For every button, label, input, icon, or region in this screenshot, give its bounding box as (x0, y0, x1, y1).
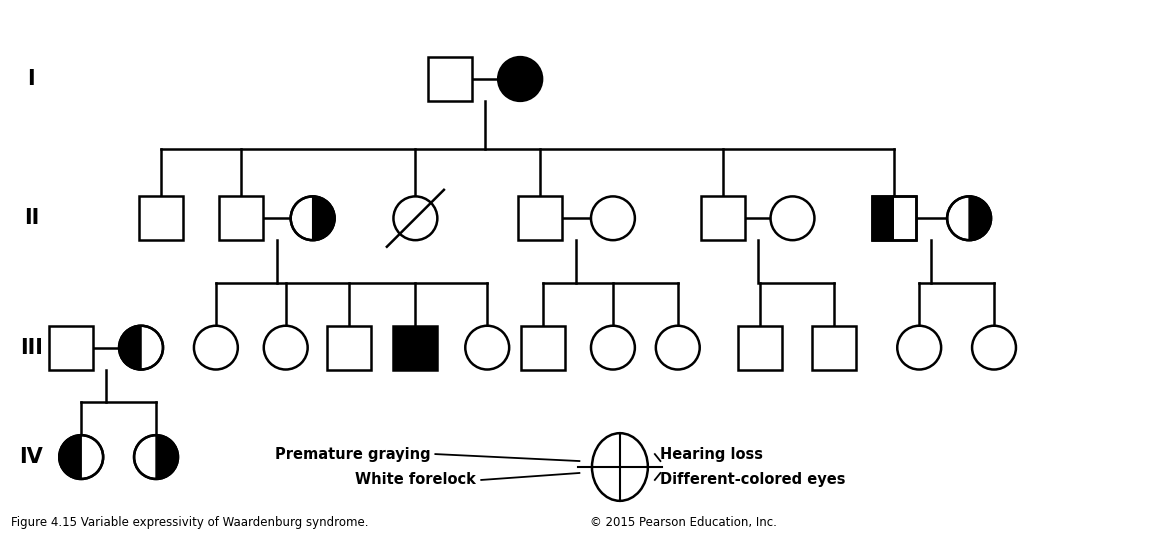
Text: III: III (20, 338, 43, 358)
Circle shape (194, 326, 238, 369)
Bar (872, 196, 916, 240)
Text: IV: IV (20, 447, 43, 467)
Circle shape (264, 326, 308, 369)
Wedge shape (59, 435, 82, 479)
Text: White forelock: White forelock (356, 472, 476, 488)
Bar (326, 326, 371, 369)
Circle shape (498, 57, 542, 101)
Bar (393, 326, 437, 369)
Text: I: I (28, 69, 35, 89)
Bar (219, 196, 262, 240)
Circle shape (972, 326, 1016, 369)
Circle shape (655, 326, 700, 369)
Wedge shape (969, 196, 991, 240)
Circle shape (947, 196, 991, 240)
Bar (139, 196, 183, 240)
Circle shape (290, 196, 335, 240)
Text: Hearing loss: Hearing loss (660, 447, 763, 461)
Circle shape (771, 196, 814, 240)
Bar (49, 326, 93, 369)
Text: © 2015 Pearson Education, Inc.: © 2015 Pearson Education, Inc. (590, 516, 777, 529)
Circle shape (393, 196, 437, 240)
Circle shape (465, 326, 510, 369)
Bar (521, 326, 566, 369)
Circle shape (119, 326, 163, 369)
Wedge shape (156, 435, 178, 479)
Bar (428, 57, 472, 101)
Bar (701, 196, 745, 240)
Circle shape (134, 435, 178, 479)
Bar (518, 196, 562, 240)
Circle shape (591, 196, 634, 240)
Text: Figure 4.15 Variable expressivity of Waardenburg syndrome.: Figure 4.15 Variable expressivity of Waa… (12, 516, 368, 529)
Bar (738, 326, 781, 369)
Circle shape (591, 326, 634, 369)
Bar (872, 196, 916, 240)
Circle shape (59, 435, 103, 479)
Bar (813, 326, 856, 369)
Bar (872, 196, 894, 240)
Wedge shape (312, 196, 335, 240)
Text: II: II (23, 208, 38, 229)
Circle shape (898, 326, 941, 369)
Text: Different-colored eyes: Different-colored eyes (660, 472, 845, 488)
Text: Premature graying: Premature graying (275, 447, 430, 461)
Wedge shape (119, 326, 141, 369)
